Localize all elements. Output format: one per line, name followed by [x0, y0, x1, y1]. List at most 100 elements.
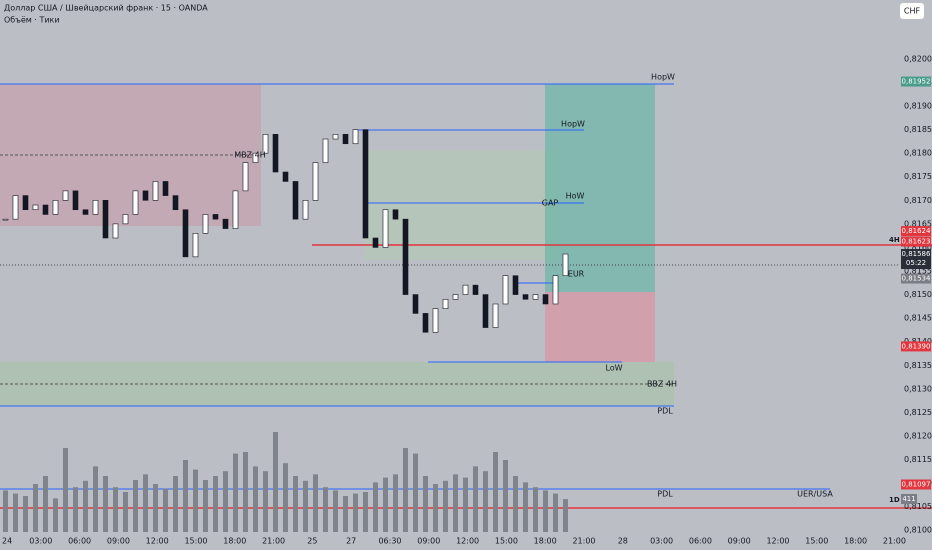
- annotation: PDL: [657, 407, 673, 416]
- annotation: HopW: [651, 73, 675, 82]
- volume-bar: [103, 476, 108, 532]
- price-badge: [901, 479, 931, 490]
- price-badge: [901, 341, 931, 352]
- candle: [62, 190, 69, 201]
- volume-bar: [293, 476, 298, 532]
- volume-bar: [203, 480, 208, 532]
- stop-zone: [545, 292, 655, 362]
- volume-bar: [303, 480, 308, 532]
- volume-bar: [153, 484, 158, 532]
- candle: [242, 162, 249, 192]
- x-tick-label: 12:00: [456, 537, 479, 546]
- volume-bar: [443, 480, 448, 532]
- candle: [472, 284, 479, 295]
- annotation: HoW: [566, 192, 585, 201]
- annotation: MBZ 4H: [234, 151, 266, 160]
- volume-bar: [23, 496, 28, 532]
- candle: [302, 199, 309, 220]
- candle: [92, 199, 99, 215]
- volume-bar: [483, 471, 488, 532]
- currency[interactable]: CHF: [904, 7, 921, 16]
- candle: [182, 209, 189, 258]
- x-tick-label: 21:00: [262, 537, 285, 546]
- volume-bar: [183, 460, 188, 532]
- volume-bar: [533, 487, 538, 532]
- currency-button[interactable]: [900, 3, 924, 19]
- price-badge-label: 0,81097: [902, 480, 931, 488]
- x-tick-label: 03:00: [29, 537, 52, 546]
- candle: [512, 275, 519, 295]
- volume-badge: [901, 494, 917, 504]
- candle: [452, 294, 459, 300]
- candle: [132, 190, 139, 215]
- price-badge: [901, 226, 931, 237]
- volume-bar: [273, 432, 278, 532]
- x-tick-label: 27: [346, 537, 356, 546]
- candle: [12, 195, 19, 220]
- price-badge-label: 0,81390: [902, 342, 931, 350]
- candle: [2, 218, 9, 221]
- candle: [552, 275, 559, 305]
- candle: [392, 209, 399, 220]
- candle: [542, 294, 549, 305]
- volume-bar: [53, 498, 58, 532]
- candle: [232, 190, 239, 229]
- candle: [292, 181, 299, 220]
- candle: [532, 294, 539, 300]
- x-tick-label: 24: [2, 537, 12, 546]
- price-badge-label: 0,81952: [902, 78, 931, 86]
- volume-bar: [393, 474, 398, 532]
- volume-bar: [453, 474, 458, 532]
- candle: [382, 209, 389, 248]
- volume-bar: [523, 482, 528, 532]
- volume-bar: [263, 471, 268, 532]
- candle: [252, 152, 259, 163]
- volume-bar: [433, 484, 438, 532]
- candle: [462, 284, 469, 295]
- annotation: LoW: [605, 364, 622, 373]
- volume-bar: [373, 482, 378, 532]
- x-tick-label: 06:30: [378, 537, 401, 546]
- price-badge: [901, 236, 931, 247]
- volume-bar: [173, 476, 178, 532]
- volume-bar: [423, 476, 428, 532]
- candle: [372, 237, 379, 248]
- price-badge: [901, 273, 931, 284]
- x-tick-label: 09:00: [417, 537, 440, 546]
- candle: [142, 190, 149, 201]
- volume-bar: [33, 484, 38, 532]
- candle: [202, 214, 209, 234]
- volume-bar: [43, 476, 48, 532]
- volume-badge-label: 411: [902, 495, 915, 503]
- x-tick-label: 15:00: [184, 537, 207, 546]
- volume-bar: [363, 492, 368, 532]
- x-tick-label: 18:00: [534, 537, 557, 546]
- x-tick-label: 21:00: [572, 537, 595, 546]
- price-badge-label: 0,81624: [902, 227, 931, 235]
- candle: [22, 195, 29, 211]
- volume-bar: [323, 487, 328, 532]
- volume-bar: [503, 460, 508, 532]
- candle: [312, 162, 319, 201]
- volume-bar: [553, 493, 558, 532]
- title: Доллар США / Швейцарский франк · 15 · OA…: [4, 4, 208, 13]
- volume-bar: [13, 493, 18, 532]
- candle: [122, 214, 129, 225]
- volume-bar: [563, 499, 568, 532]
- candle: [222, 218, 229, 229]
- zone: [364, 150, 558, 260]
- volume-bar: [513, 476, 518, 532]
- x-tick-label: 03:00: [650, 537, 673, 546]
- candle: [412, 294, 419, 314]
- volume-bar: [353, 493, 358, 532]
- volume-bar: [133, 480, 138, 532]
- price-badge: [901, 249, 931, 270]
